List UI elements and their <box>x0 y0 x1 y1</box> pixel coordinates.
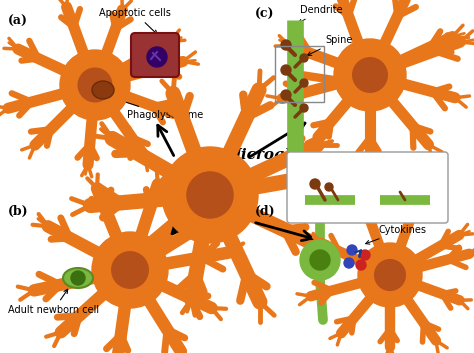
Circle shape <box>310 250 330 270</box>
Text: Spine: Spine <box>323 167 365 180</box>
Text: Cytokines: Cytokines <box>365 225 427 244</box>
Text: (c): (c) <box>255 8 274 21</box>
Circle shape <box>60 50 130 120</box>
Text: Phagolysosome: Phagolysosome <box>114 98 203 120</box>
Circle shape <box>344 258 354 268</box>
Circle shape <box>300 54 308 62</box>
Text: Dendrite: Dendrite <box>298 5 343 23</box>
FancyBboxPatch shape <box>287 152 448 223</box>
Circle shape <box>112 252 148 288</box>
Text: (d): (d) <box>255 205 275 218</box>
Text: (b): (b) <box>8 205 28 218</box>
Text: Neuron: Neuron <box>329 175 395 191</box>
Circle shape <box>281 40 291 50</box>
Circle shape <box>353 58 387 92</box>
Circle shape <box>347 245 357 255</box>
Circle shape <box>281 90 291 100</box>
Circle shape <box>92 232 168 308</box>
Circle shape <box>360 250 370 260</box>
Circle shape <box>187 172 233 218</box>
Text: (a): (a) <box>8 15 28 28</box>
Circle shape <box>147 47 167 67</box>
Circle shape <box>78 68 112 102</box>
Circle shape <box>334 39 406 111</box>
Circle shape <box>300 240 340 280</box>
Text: Microglia: Microglia <box>224 148 306 162</box>
Ellipse shape <box>63 268 93 288</box>
FancyArrowPatch shape <box>355 250 361 257</box>
Ellipse shape <box>92 81 114 99</box>
Circle shape <box>162 147 258 243</box>
Circle shape <box>71 271 85 285</box>
Text: Spine: Spine <box>308 35 352 55</box>
Circle shape <box>325 183 333 191</box>
Text: Apoptotic cells: Apoptotic cells <box>99 8 171 34</box>
Circle shape <box>281 65 291 75</box>
Circle shape <box>300 104 308 112</box>
Circle shape <box>358 243 422 307</box>
FancyBboxPatch shape <box>131 33 179 77</box>
Text: Adult newborn cell: Adult newborn cell <box>8 289 99 315</box>
Circle shape <box>300 79 308 87</box>
Circle shape <box>356 260 366 270</box>
Circle shape <box>310 179 320 189</box>
Circle shape <box>374 260 405 291</box>
